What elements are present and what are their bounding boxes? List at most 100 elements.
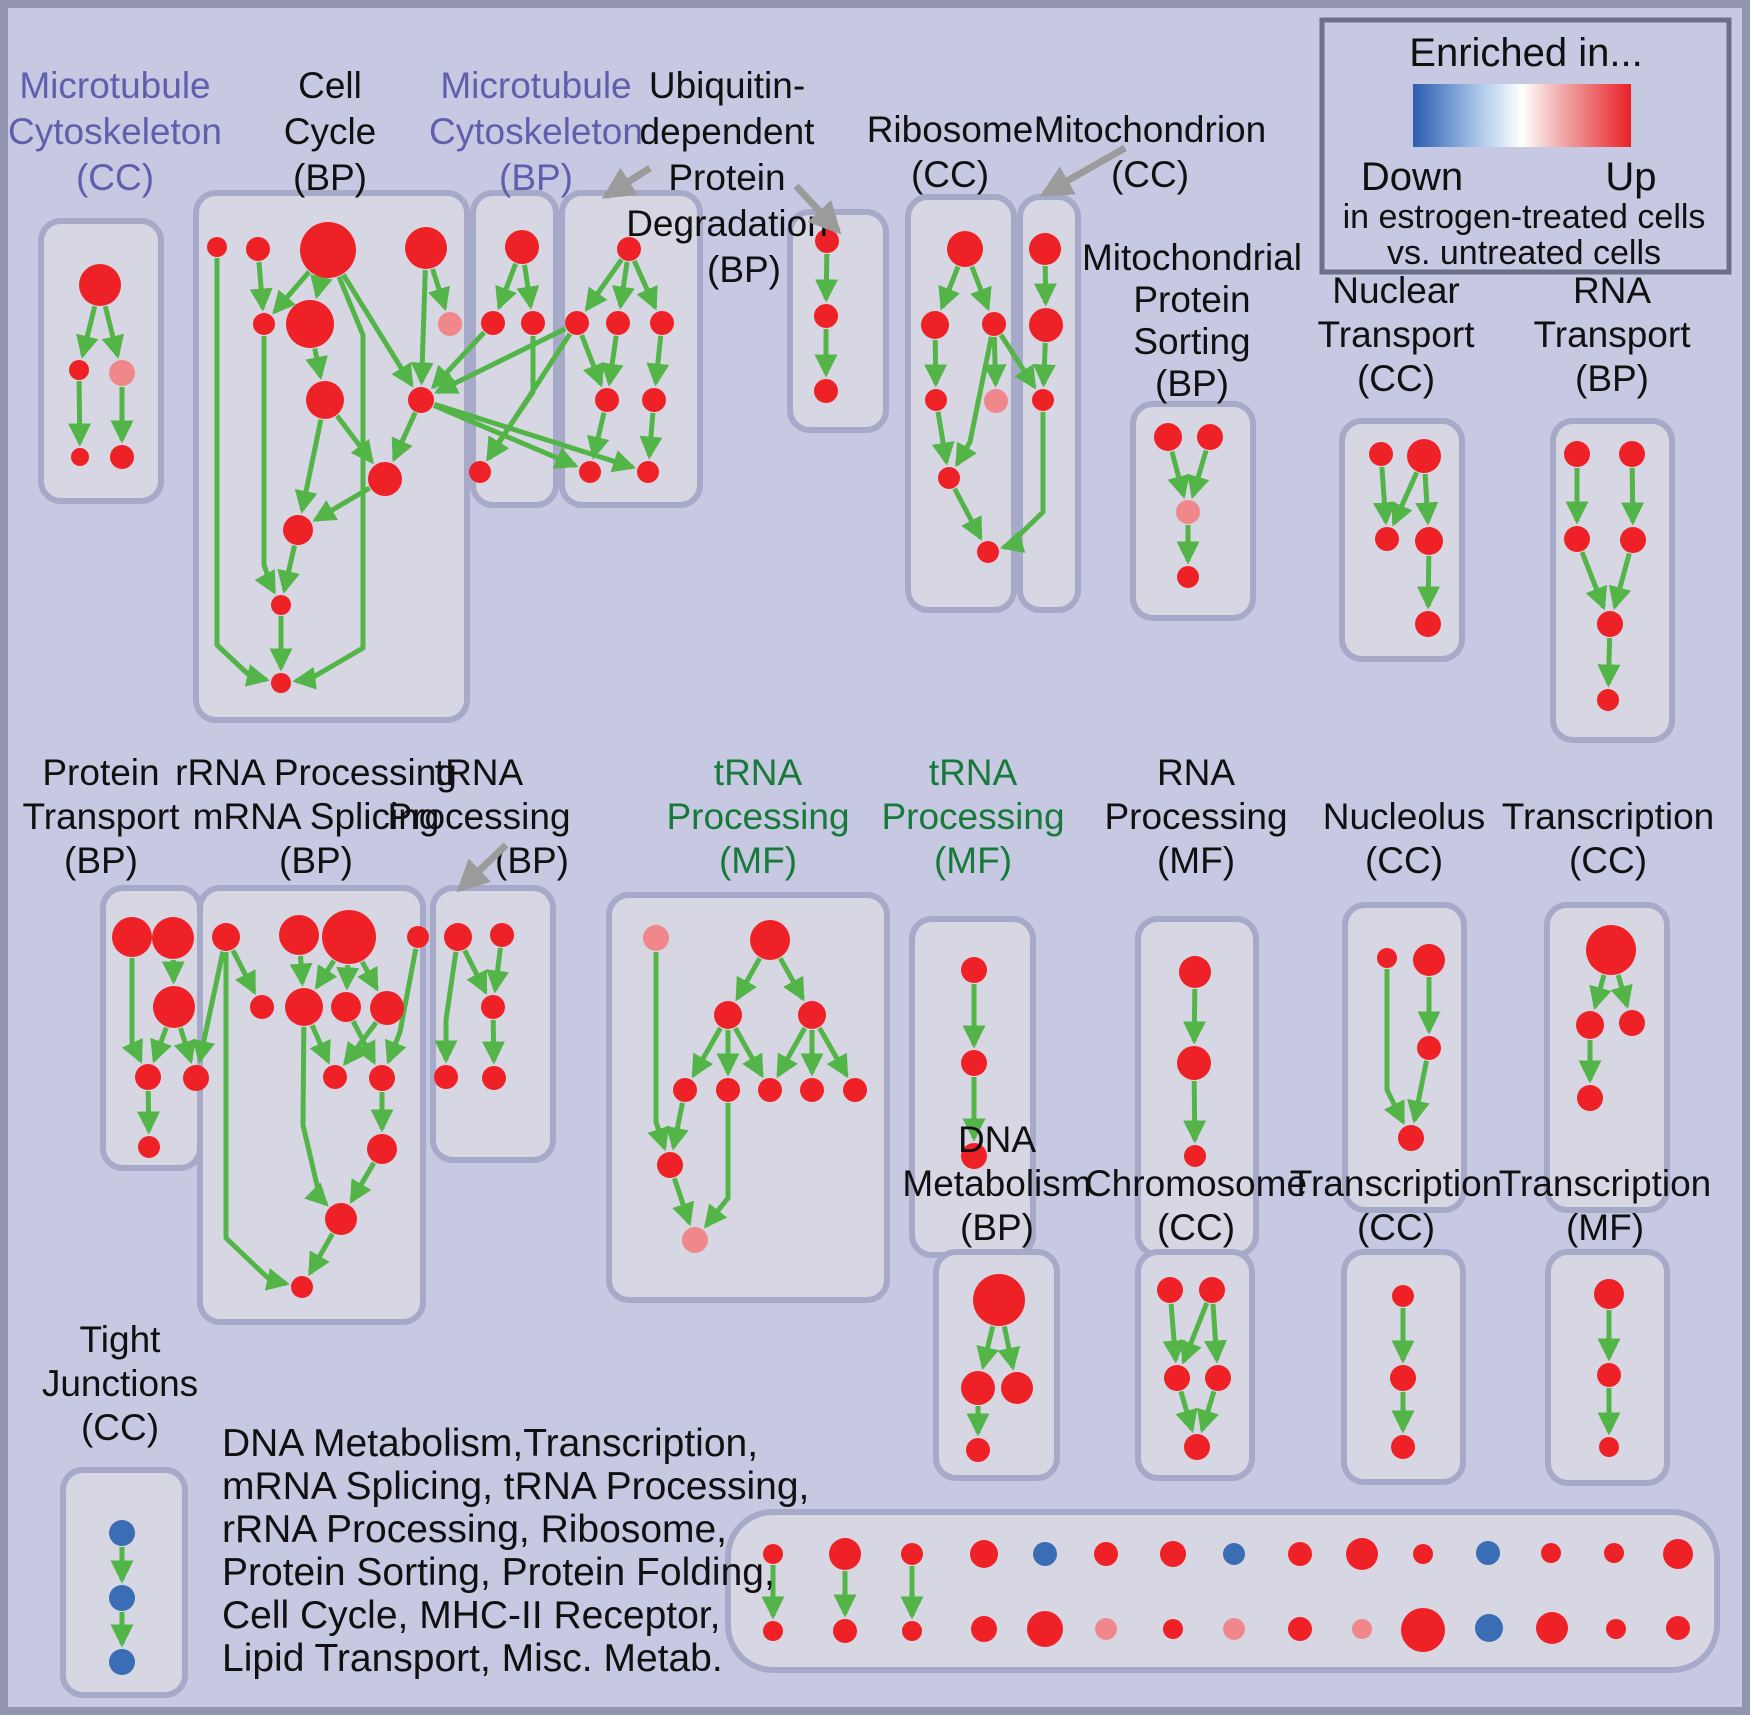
edge-mitochondrial-protein-sorting-bp (1167, 450, 1190, 499)
node-red-misc-cluster (1401, 1608, 1445, 1652)
edge-chromosome-cc (1180, 1302, 1210, 1365)
edge-rrna-processing-mrna-splicing-bp (349, 1161, 377, 1204)
group-label-trna-processing-mf-1-line1: Processing (666, 796, 849, 837)
node-red-rna-transport-bp (1597, 611, 1623, 637)
group-label-trna-processing-mf-2-line1: Processing (881, 796, 1064, 837)
group-label-microtubule-cytoskeleton-cc-line1: Cytoskeleton (8, 111, 222, 152)
node-red-misc-cluster (1663, 1539, 1693, 1569)
group-label-rna-transport-bp-line2: (BP) (1575, 358, 1649, 399)
edge-cell-cycle-bp (254, 336, 277, 595)
group-label-chromosome-cc-line0: Chromosome (1085, 1163, 1307, 1204)
node-red-ubiquitin-degradation-bp-1 (637, 461, 659, 483)
node-red-nuclear-transport-cc (1407, 439, 1441, 473)
group-label-trna-processing-mf-2-line2: (MF) (934, 840, 1012, 881)
edge-rrna-processing-mrna-splicing-bp (384, 948, 419, 1065)
group-label-mitochondrion-cc-line1: (CC) (1111, 154, 1189, 195)
group-label-ubiquitin-degradation-bp-1-line2: Protein (668, 157, 785, 198)
edge-microtubule-cytoskeleton-cc (76, 305, 99, 359)
node-red-rna-processing-mf (1177, 1046, 1211, 1080)
group-label-tight-junctions-cc-line0: Tight (80, 1319, 162, 1360)
callout-arrow-1 (793, 183, 842, 235)
node-red-transcription-cc-bottom (1390, 1365, 1416, 1391)
group-label-protein-transport-bp-line2: (BP) (64, 840, 138, 881)
group-label-ubiquitin-degradation-bp-1-line1: dependent (640, 111, 816, 152)
node-red-ubiquitin-degradation-bp-1 (642, 388, 666, 412)
node-red-microtubule-cytoskeleton-bp (481, 311, 505, 335)
node-red-misc-cluster (1160, 1541, 1186, 1567)
group-label-tight-junctions-cc-line2: (CC) (81, 1407, 159, 1448)
node-red-chromosome-cc (1164, 1365, 1190, 1391)
node-red-dna-metabolism-bp (966, 1438, 990, 1462)
edge-cell-cycle-bp (294, 419, 324, 514)
node-red-trna-processing-bp (444, 923, 472, 951)
group-label-rrna-processing-mrna-splicing-bp-line0: rRNA Processing (175, 752, 457, 793)
node-red-rna-transport-bp (1597, 689, 1619, 711)
node-red-rrna-processing-mrna-splicing-bp (370, 991, 404, 1025)
cross-edge-rrna-processing-mrna-splicing-bp-to-protein-transport-bp (192, 951, 226, 1064)
node-red-mitochondrial-protein-sorting-bp (1177, 566, 1199, 588)
node-red-rrna-processing-mrna-splicing-bp (407, 926, 429, 948)
group-box-microtubule-cytoskeleton-bp (470, 190, 559, 508)
edge-trna-processing-bp (482, 1019, 506, 1065)
group-label-ribosome-cc-line0: Ribosome (867, 109, 1034, 150)
group-box-nucleolus-cc (1342, 902, 1467, 1213)
node-red-misc-cluster (970, 1540, 998, 1568)
node-red-trna-processing-bp (482, 1066, 506, 1090)
edge-rrna-processing-mrna-splicing-bp (300, 1026, 329, 1207)
node-red-rrna-processing-mrna-splicing-bp (331, 992, 361, 1022)
edge-cell-cycle-bp (272, 270, 311, 315)
group-box-misc-cluster (725, 1509, 1720, 1673)
node-red-microtubule-cytoskeleton-bp (469, 461, 491, 483)
edge-rna-transport-bp (1579, 551, 1608, 611)
cross-edge-ubiquitin-degradation-bp-1-to-microtubule-cytoskeleton-bp (486, 332, 572, 462)
group-box-transcription-cc-mid (1544, 902, 1670, 1213)
node-red-rrna-processing-mrna-splicing-bp (323, 1065, 347, 1089)
edge-trna-processing-bp (486, 947, 509, 994)
node-pink-misc-cluster (1223, 1618, 1245, 1640)
edge-rna-transport-bp (1597, 637, 1621, 688)
node-red-rna-transport-bp (1564, 526, 1590, 552)
edge-ubiquitin-degradation-bp-1 (632, 259, 658, 311)
edge-ubiquitin-degradation-bp-1 (584, 258, 624, 312)
node-red-trna-processing-bp (434, 1065, 458, 1089)
node-red-cell-cycle-bp (368, 462, 402, 496)
node-red-mitochondrion-cc (1029, 308, 1063, 342)
edge-cell-cycle-bp (335, 414, 374, 465)
node-red-cell-cycle-bp (408, 387, 434, 413)
group-label-microtubule-cytoskeleton-bp-line0: Microtubule (440, 65, 631, 106)
node-red-protein-transport-bp (152, 917, 194, 959)
node-red-nuclear-transport-cc (1375, 527, 1399, 551)
misc-text-line-2: rRNA Processing, Ribosome, (222, 1508, 727, 1551)
edge-cell-cycle-bp (214, 258, 270, 687)
node-red-mitochondrial-protein-sorting-bp (1154, 423, 1182, 451)
node-red-rna-transport-bp (1619, 441, 1645, 467)
edge-rna-transport-bp (1608, 552, 1632, 610)
node-red-mitochondrion-cc (1032, 389, 1054, 411)
node-red-nucleolus-cc (1377, 948, 1397, 968)
node-red-dna-metabolism-bp (973, 1274, 1025, 1326)
edge-rrna-processing-mrna-splicing-bp (289, 955, 313, 987)
node-red-misc-cluster (1606, 1619, 1626, 1639)
edge-rrna-processing-mrna-splicing-bp (307, 1232, 335, 1277)
node-red-trna-processing-mf-1 (673, 1078, 697, 1102)
node-red-cell-cycle-bp (300, 222, 356, 278)
edge-ribosome-cc (983, 336, 1007, 388)
node-red-rrna-processing-mrna-splicing-bp (250, 995, 274, 1019)
node-red-protein-transport-bp (135, 1064, 161, 1090)
node-red-chromosome-cc (1184, 1434, 1210, 1460)
cross-edge-ubiquitin-degradation-bp-1-to-cell-cycle-bp (434, 326, 567, 395)
node-red-microtubule-cytoskeleton-cc (71, 448, 89, 466)
group-label-microtubule-cytoskeleton-cc-line0: Microtubule (19, 65, 210, 106)
group-label-rna-transport-bp-line1: Transport (1534, 314, 1692, 355)
node-red-misc-cluster (1163, 1619, 1183, 1639)
node-red-rrna-processing-mrna-splicing-bp (325, 1203, 357, 1235)
node-red-protein-transport-bp (112, 917, 152, 957)
group-label-trna-processing-mf-1-line0: tRNA (714, 752, 803, 793)
group-label-mitochondrion-cc-line0: Mitochondrion (1034, 109, 1266, 150)
node-blue-tight-junctions-cc (109, 1520, 135, 1546)
group-label-nuclear-transport-cc-line0: Nuclear (1332, 270, 1460, 311)
edge-rrna-processing-mrna-splicing-bp (336, 964, 360, 991)
group-label-ubiquitin-degradation-bp-1-line4: (BP) (707, 249, 781, 290)
edge-rna-processing-mf (1183, 1080, 1207, 1144)
